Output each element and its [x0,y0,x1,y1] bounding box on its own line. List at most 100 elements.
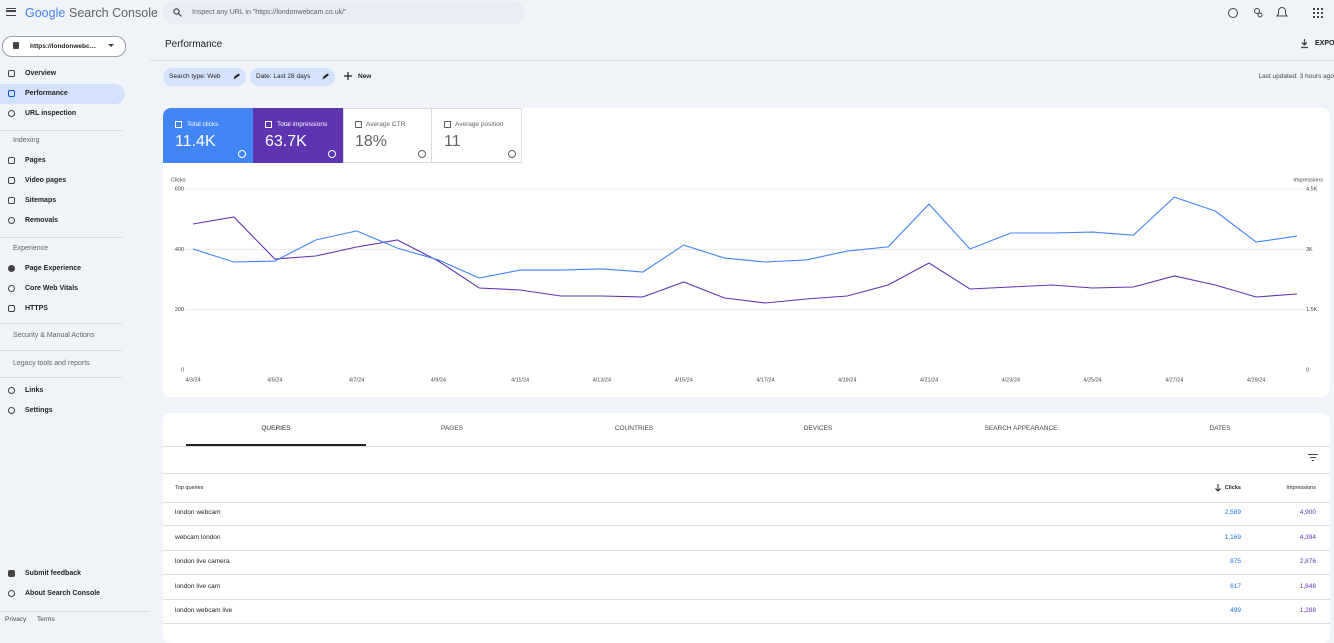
impressions-cell: 2,876 [1299,558,1316,565]
nav-item[interactable]: Submit feedback [25,570,82,577]
nav-icon [8,265,15,272]
metric-value: 11.4K [175,133,216,150]
divider [163,574,1330,575]
query-cell[interactable]: webcam london [175,533,221,541]
nav-icon [8,110,15,117]
x-tick-label: 4/23/24 [1002,377,1020,383]
column-header: Top queries [175,485,204,491]
tab[interactable]: COUNTRIES [614,425,654,432]
nav-item[interactable]: Settings [25,407,53,414]
metric-value: 18% [355,133,388,150]
notifications-icon[interactable] [1276,7,1288,17]
filter-label: Search type: Web [169,73,221,80]
divider [163,598,1330,600]
column-header[interactable]: Impressions [1286,485,1316,491]
property-url: https://londonwebc… [30,43,97,50]
add-icon [344,72,352,80]
search-box[interactable]: Inspect any URL in "https://londonwebcam… [163,1,524,24]
help-icon[interactable] [1228,8,1238,18]
export-button[interactable]: EXPO [1315,40,1334,47]
sort-icon [1215,484,1221,492]
column-header[interactable]: Clicks [1224,485,1241,491]
metric-card[interactable]: Total impressions 63.7K [253,108,343,163]
x-tick-label: 4/15/24 [674,377,692,383]
nav-item[interactable]: HTTPS [25,305,48,312]
metric-label: Average CTR [366,121,406,128]
nav-item[interactable]: Performance [25,90,68,97]
metric-card[interactable]: Total clicks 11.4K [163,108,253,163]
nav-icon [8,570,15,577]
query-cell[interactable]: london webcam live [175,607,233,614]
metric-card[interactable]: Average CTR 18% [343,108,432,163]
tab[interactable]: DEVICES [803,425,833,432]
y-axis-label: Clicks [171,177,186,183]
y-tick-label: 400 [175,247,184,253]
section-heading[interactable]: Security & Manual Actions [13,332,95,339]
users-icon[interactable] [1254,8,1260,14]
divider [0,350,122,351]
clicks-cell: 1,169 [1224,533,1241,541]
filter-chip[interactable]: Date: Last 28 days [250,68,335,86]
x-tick-label: 4/21/24 [920,377,938,383]
filter-chip[interactable]: Search type: Web [163,68,246,86]
x-tick-label: 4/27/24 [1165,377,1183,383]
tab[interactable]: QUERIES [261,425,291,432]
query-cell[interactable]: london live cam [175,582,221,590]
menu-button[interactable] [6,8,16,16]
new-filter-button[interactable]: New [358,73,372,80]
divider [163,623,1330,624]
divider [150,60,1334,61]
nav-item[interactable]: Video pages [25,177,67,184]
metric-card[interactable]: Average position 11 [431,108,522,163]
tab[interactable]: PAGES [441,425,463,432]
divider [0,611,150,612]
divider [0,130,122,131]
impressions-cell: 1,288 [1299,607,1316,614]
metric-value: 63.7K [265,133,307,150]
product-name: Search Console [69,6,158,20]
nav-item[interactable]: Links [25,387,44,394]
section-heading[interactable]: Indexing [13,137,40,144]
nav-icon [8,197,15,204]
metric-label: Total impressions [277,121,328,128]
query-cell[interactable]: london live camera [175,558,230,565]
nav-item[interactable]: Core Web Vitals [25,285,79,292]
divider [0,377,122,378]
nav-item[interactable]: URL inspection [25,110,77,117]
nav-icon [8,285,15,292]
nav-item[interactable]: About Search Console [25,590,101,597]
nav-item[interactable]: Pages [25,157,46,164]
nav-item[interactable]: Removals [25,217,59,224]
search-icon [173,8,182,17]
series-line [192,196,1298,279]
clicks-cell: 2,589 [1224,509,1241,516]
query-cell[interactable]: london webcam [175,509,221,516]
nav-icon [8,590,15,597]
nav-icon [8,157,15,164]
divider [0,237,122,238]
property-selector[interactable]: https://londonwebc… [2,36,126,57]
section-heading[interactable]: Experience [13,245,49,252]
y2-axis-label: Impressions [1293,177,1323,183]
divider [163,502,1330,503]
tab[interactable]: SEARCH APPEARANCE [984,425,1058,432]
legal-link[interactable]: Terms [37,616,55,623]
x-tick-label: 4/5/24 [267,377,282,383]
x-tick-label: 4/17/24 [756,377,774,383]
nav-item[interactable]: Page Experience [25,265,82,272]
export-icon[interactable] [1300,39,1309,49]
section-heading[interactable]: Legacy tools and reports [13,360,90,367]
tab[interactable]: DATES [1209,425,1231,432]
metric-label: Average position [455,121,504,128]
apps-icon[interactable] [1313,8,1323,18]
clicks-cell: 617 [1230,582,1241,590]
nav-item[interactable]: Overview [25,70,57,77]
legal-link[interactable]: Privacy [5,616,27,623]
nav-icon [8,305,15,312]
nav-icon [8,387,15,394]
nav-icon [8,177,15,184]
y2-tick-label: 0 [1306,367,1309,373]
filter-icon[interactable] [1308,454,1318,461]
nav-item[interactable]: Sitemaps [25,197,57,204]
active-nav-highlight [0,84,125,104]
